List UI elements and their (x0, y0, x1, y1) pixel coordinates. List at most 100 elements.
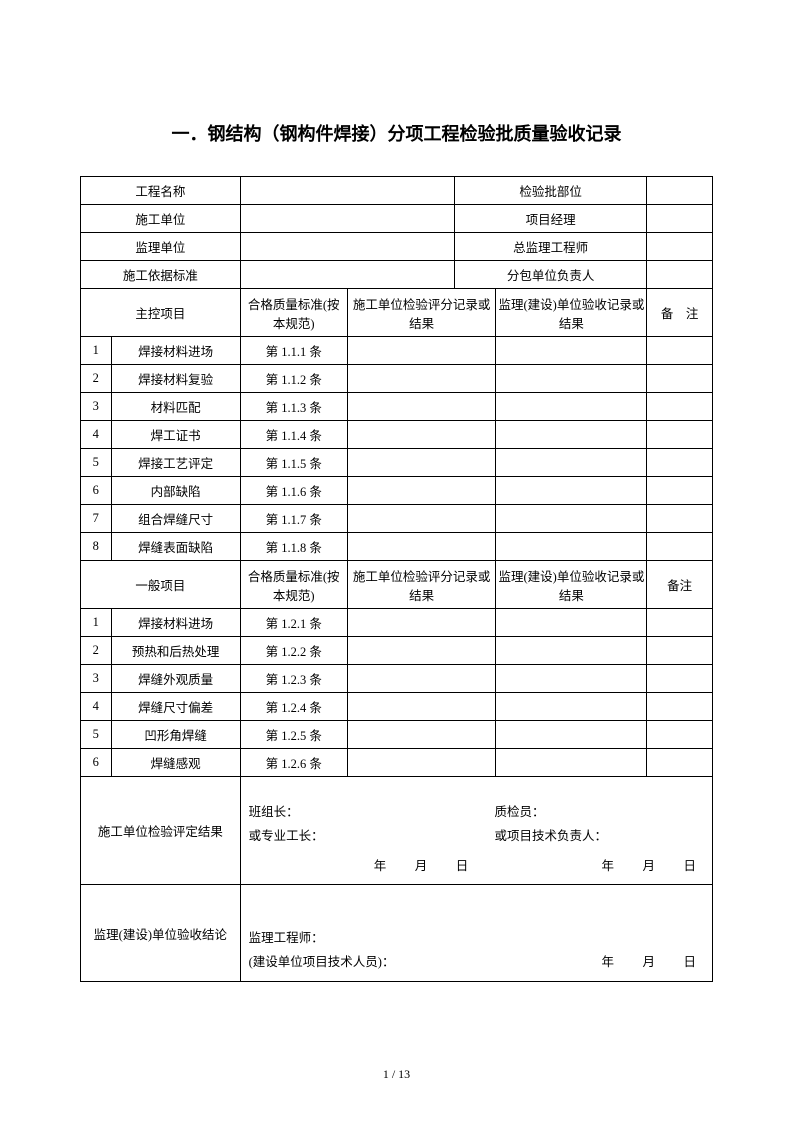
cell-empty (347, 449, 496, 477)
table-row: 4 焊缝尺寸偏差 第 1.2.4 条 (81, 693, 713, 721)
cell-empty (496, 421, 647, 449)
column-header: 备注 (647, 561, 713, 609)
item-std: 第 1.1.8 条 (240, 533, 347, 561)
item-name: 焊接材料进场 (111, 609, 240, 637)
field-label: 施工依据标准 (81, 261, 241, 289)
sig-content: 监理工程师： (建设单位项目技术人员)： 年 月 日 (240, 885, 712, 982)
field-label: 工程名称 (81, 177, 241, 205)
section-title: 主控项目 (81, 289, 241, 337)
column-header: 备 注 (647, 289, 713, 337)
field-label: 检验批部位 (454, 177, 646, 205)
item-std: 第 1.1.3 条 (240, 393, 347, 421)
item-std: 第 1.1.4 条 (240, 421, 347, 449)
sig-field: 或项目技术负责人： (495, 825, 704, 849)
sig-field: 班组长： (249, 801, 299, 825)
cell-empty (496, 693, 647, 721)
cell-empty (647, 721, 713, 749)
cell-empty (496, 637, 647, 665)
cell-empty (496, 665, 647, 693)
sig-field: 监理工程师： (249, 927, 704, 951)
field-value (240, 177, 454, 205)
cell-empty (347, 337, 496, 365)
page-title: 一．钢结构（钢构件焊接）分项工程检验批质量验收记录 (80, 120, 713, 146)
cell-empty (647, 505, 713, 533)
field-value (647, 205, 713, 233)
table-row: 施工依据标准 分包单位负责人 (81, 261, 713, 289)
table-row: 8 焊缝表面缺陷 第 1.1.8 条 (81, 533, 713, 561)
cell-empty (647, 449, 713, 477)
cell-empty (347, 749, 496, 777)
column-header: 监理(建设)单位验收记录或结果 (496, 561, 647, 609)
row-num: 5 (81, 449, 112, 477)
section-header: 一般项目 合格质量标准(按本规范) 施工单位检验评分记录或结果 监理(建设)单位… (81, 561, 713, 609)
cell-empty (496, 337, 647, 365)
field-label: 总监理工程师 (454, 233, 646, 261)
item-std: 第 1.2.3 条 (240, 665, 347, 693)
item-name: 焊接材料复验 (111, 365, 240, 393)
cell-empty (647, 637, 713, 665)
item-name: 焊缝感观 (111, 749, 240, 777)
section-title: 一般项目 (81, 561, 241, 609)
cell-empty (347, 505, 496, 533)
table-row: 7 组合焊缝尺寸 第 1.1.7 条 (81, 505, 713, 533)
item-std: 第 1.1.1 条 (240, 337, 347, 365)
row-num: 4 (81, 693, 112, 721)
cell-empty (496, 505, 647, 533)
cell-empty (347, 393, 496, 421)
item-name: 预热和后热处理 (111, 637, 240, 665)
sig-field: 或专业工长： (249, 825, 324, 849)
date-field: 年 月 日 (249, 855, 477, 879)
signature-row: 施工单位检验评定结果 班组长： 质检员： 或专业工长： 或项目技术负责人： 年 … (81, 777, 713, 885)
cell-empty (347, 693, 496, 721)
item-name: 焊接材料进场 (111, 337, 240, 365)
cell-empty (347, 637, 496, 665)
row-num: 1 (81, 337, 112, 365)
sig-label: 监理(建设)单位验收结论 (81, 885, 241, 982)
item-name: 焊接工艺评定 (111, 449, 240, 477)
item-std: 第 1.1.5 条 (240, 449, 347, 477)
table-row: 6 内部缺陷 第 1.1.6 条 (81, 477, 713, 505)
field-value (647, 177, 713, 205)
field-value (647, 233, 713, 261)
field-value (240, 261, 454, 289)
table-row: 施工单位 项目经理 (81, 205, 713, 233)
row-num: 2 (81, 365, 112, 393)
item-std: 第 1.2.2 条 (240, 637, 347, 665)
item-name: 凹形角焊缝 (111, 721, 240, 749)
item-std: 第 1.2.5 条 (240, 721, 347, 749)
table-row: 1 焊接材料进场 第 1.2.1 条 (81, 609, 713, 637)
row-num: 5 (81, 721, 112, 749)
column-header: 合格质量标准(按本规范) (240, 561, 347, 609)
sig-field: 质检员： (495, 801, 704, 825)
cell-empty (647, 749, 713, 777)
page-number: 1 / 13 (0, 1067, 793, 1082)
column-header: 合格质量标准(按本规范) (240, 289, 347, 337)
sig-content: 班组长： 质检员： 或专业工长： 或项目技术负责人： 年 月 日 年 月 日 (240, 777, 712, 885)
sig-label: 施工单位检验评定结果 (81, 777, 241, 885)
item-name: 焊缝尺寸偏差 (111, 693, 240, 721)
item-name: 焊缝外观质量 (111, 665, 240, 693)
table-row: 2 焊接材料复验 第 1.1.2 条 (81, 365, 713, 393)
table-row: 5 凹形角焊缝 第 1.2.5 条 (81, 721, 713, 749)
cell-empty (347, 421, 496, 449)
cell-empty (496, 721, 647, 749)
field-label: 分包单位负责人 (454, 261, 646, 289)
cell-empty (647, 365, 713, 393)
item-std: 第 1.2.4 条 (240, 693, 347, 721)
item-name: 焊工证书 (111, 421, 240, 449)
row-num: 4 (81, 421, 112, 449)
item-name: 材料匹配 (111, 393, 240, 421)
item-name: 内部缺陷 (111, 477, 240, 505)
item-std: 第 1.1.7 条 (240, 505, 347, 533)
cell-empty (496, 609, 647, 637)
cell-empty (347, 477, 496, 505)
item-name: 组合焊缝尺寸 (111, 505, 240, 533)
cell-empty (647, 421, 713, 449)
date-field: 年 月 日 (601, 951, 704, 975)
row-num: 3 (81, 665, 112, 693)
table-row: 监理单位 总监理工程师 (81, 233, 713, 261)
cell-empty (647, 609, 713, 637)
table-row: 3 材料匹配 第 1.1.3 条 (81, 393, 713, 421)
item-std: 第 1.1.2 条 (240, 365, 347, 393)
inspection-table: 工程名称 检验批部位 施工单位 项目经理 监理单位 总监理工程师 施工依据标准 … (80, 176, 713, 982)
